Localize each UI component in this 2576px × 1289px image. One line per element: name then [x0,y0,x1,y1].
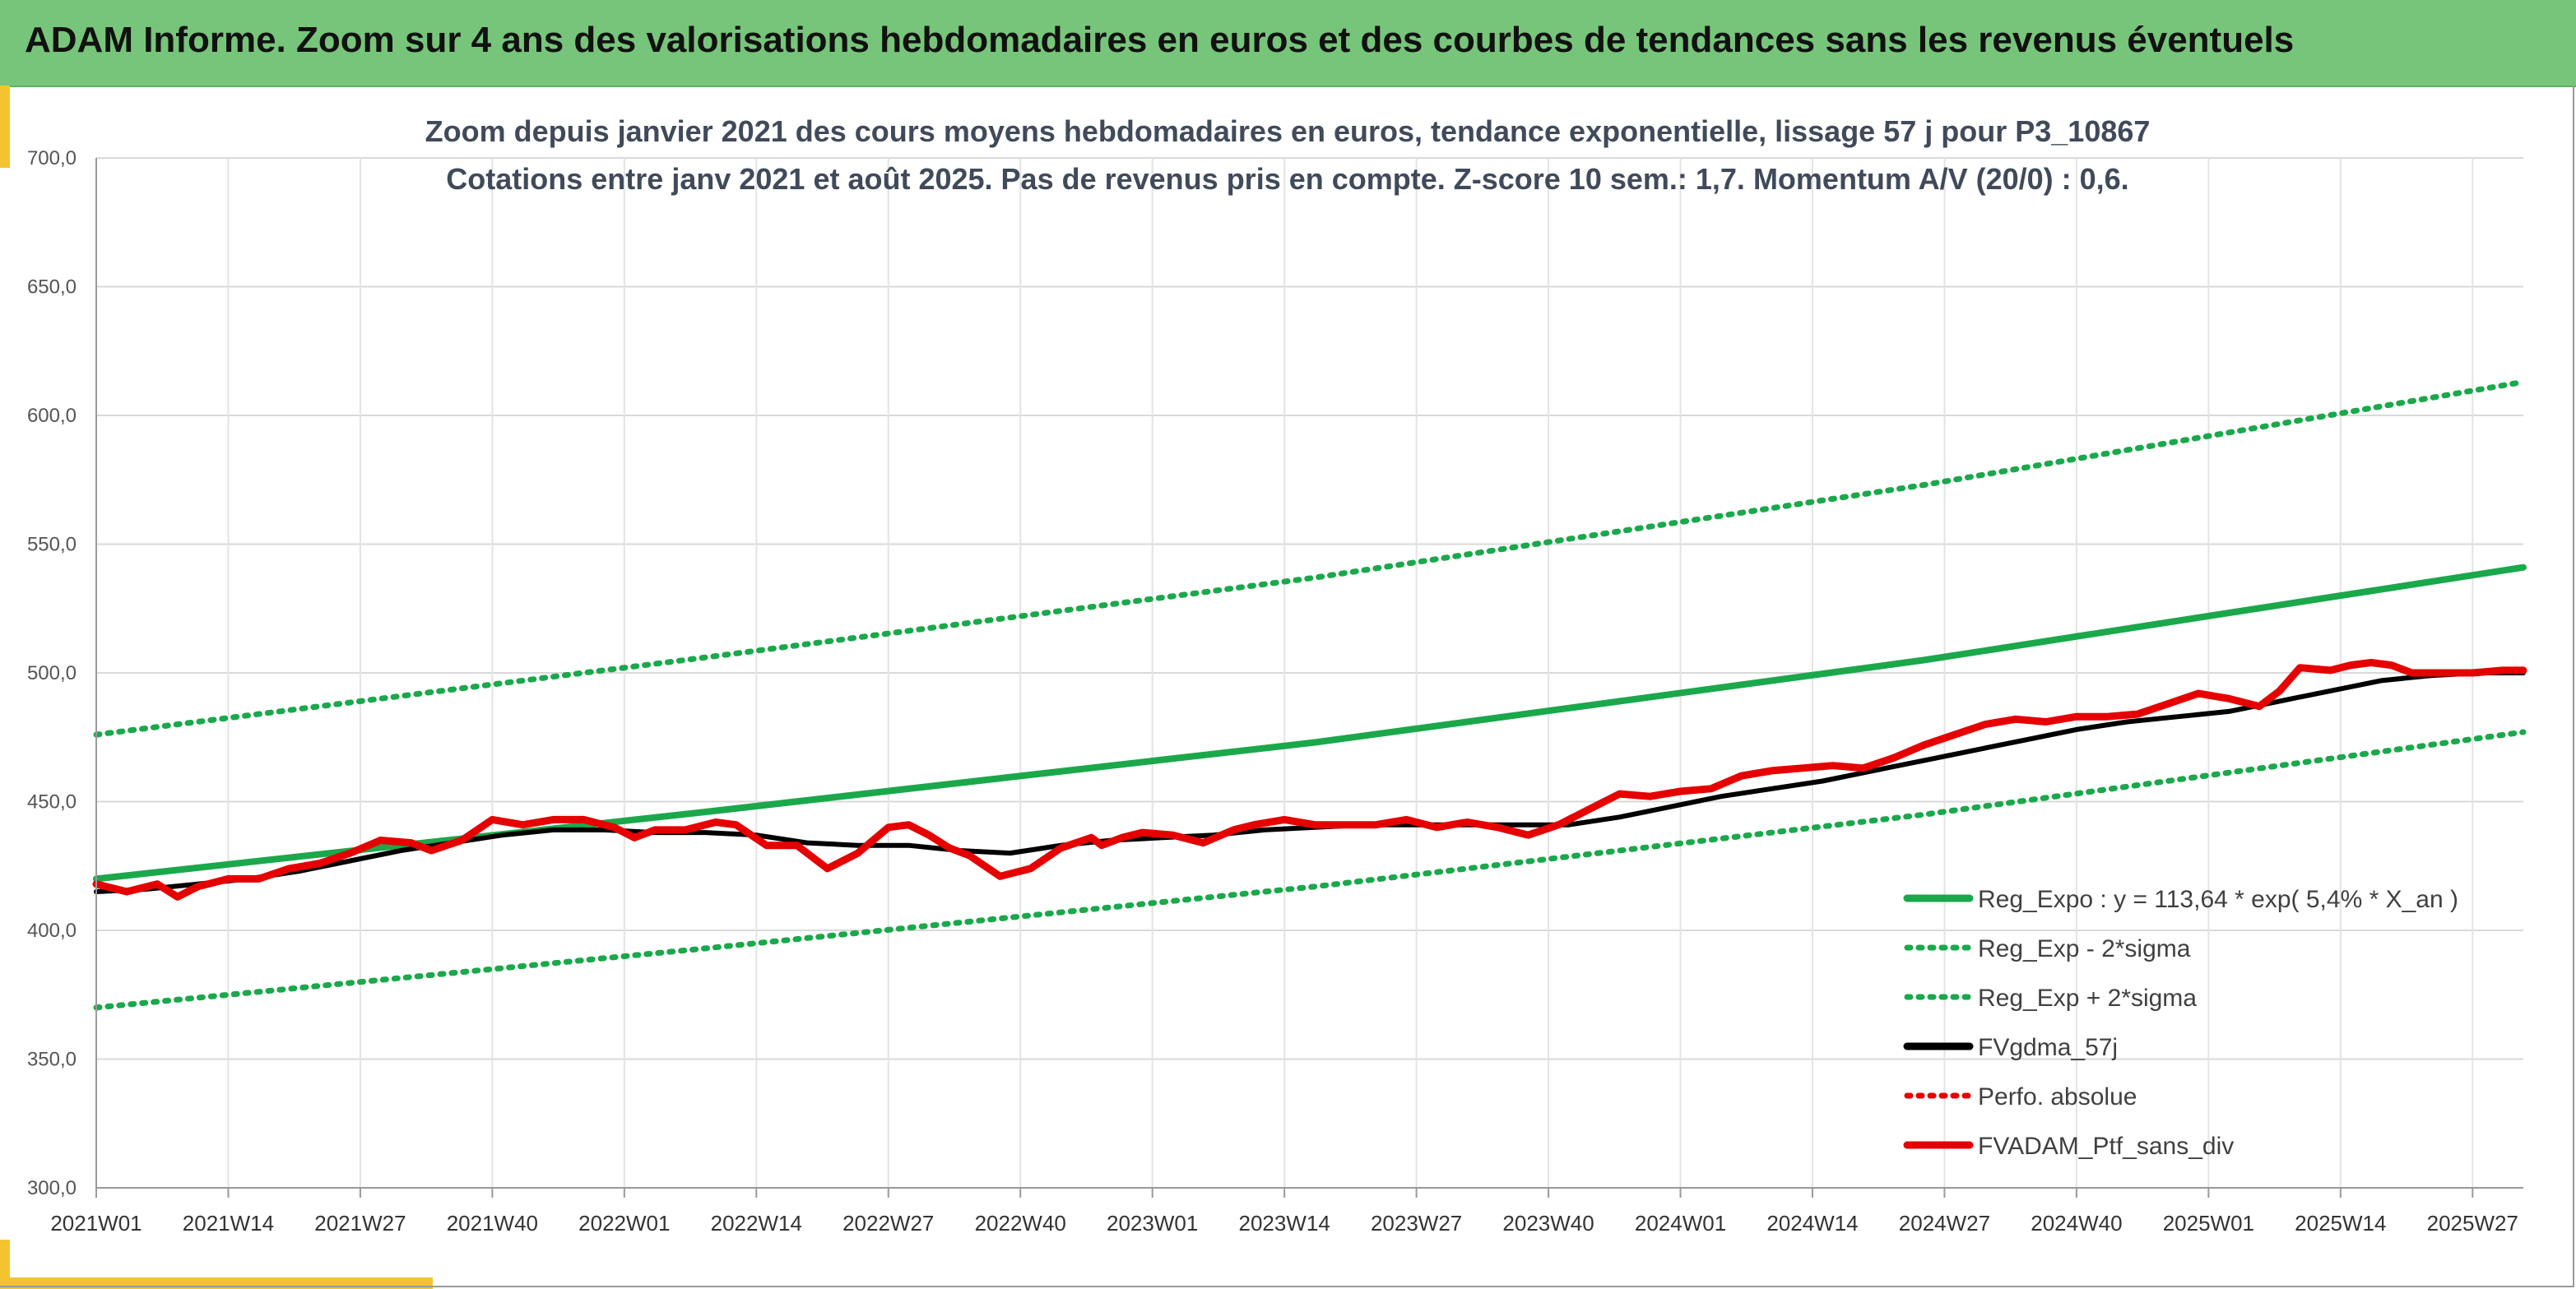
legend-label: FVgdma_57j [1978,1034,2118,1061]
legend-label: Perfo. absolue [1978,1083,2137,1110]
x-tick-label: 2021W14 [183,1211,274,1236]
accent-bar-top [0,86,10,168]
y-tick-label: 500,0 [27,662,77,684]
series-line-3 [93,378,2527,738]
legend-label: Reg_Expo : y = 113,64 * exp( 5,4% * X_an… [1978,886,2458,913]
y-tick-label: 650,0 [27,276,77,299]
x-tick-label: 2021W40 [447,1211,538,1236]
x-tick-label: 2022W14 [711,1211,802,1236]
x-tick-label: 2022W01 [578,1211,670,1236]
x-tick-label: 2024W27 [1899,1211,1990,1236]
banner-title: ADAM Informe. Zoom sur 4 ans des valoris… [25,20,2295,60]
x-tick-label: 2024W40 [2031,1211,2122,1236]
y-tick-label: 600,0 [27,405,77,427]
legend: Reg_Expo : y = 113,64 * exp( 5,4% * X_an… [1903,886,2458,1160]
x-tick-label: 2023W01 [1107,1211,1198,1236]
grid [95,157,2523,1189]
x-tick-label: 2021W01 [50,1211,142,1236]
legend-label: Reg_Exp + 2*sigma [1978,985,2197,1012]
series-line-2 [93,729,2527,1011]
series-line-6 [92,659,2527,901]
legend-label: FVADAM_Ptf_sans_div [1978,1133,2234,1160]
x-tick-label: 2022W27 [842,1211,934,1236]
line-chart: 300,0 350,0 400,0 450,0 500,0 550,0 600,0 650,0… [27,114,2527,1236]
x-tick-label: 2023W14 [1238,1211,1330,1236]
series-lines [92,378,2527,1011]
chart-subtitle: Cotations entre janv 2021 et août 2025. … [446,162,2128,196]
y-tick-label: 300,0 [27,1177,77,1199]
x-tick-label: 2022W40 [975,1211,1066,1236]
series-line-1 [93,563,2527,883]
x-tick-label: 2021W27 [314,1211,406,1236]
x-tick-label: 2024W01 [1635,1211,1726,1236]
title-banner: ADAM Informe. Zoom sur 4 ans des valoris… [0,0,2576,87]
y-tick-label: 350,0 [27,1049,77,1071]
legend-label: Reg_Exp - 2*sigma [1978,935,2191,962]
accent-bar-side [0,1240,10,1289]
y-tick-label: 450,0 [27,791,77,814]
y-tick-label: 400,0 [27,920,77,942]
x-tick-label: 2025W01 [2163,1211,2254,1236]
y-tick-label: 550,0 [27,534,77,556]
x-tick-label: 2025W27 [2427,1211,2518,1236]
x-tick-label: 2023W40 [1502,1211,1594,1236]
axes: 300,0 350,0 400,0 450,0 500,0 550,0 600,0 650,0… [27,147,2523,1236]
y-tick-label: 700,0 [27,147,77,169]
x-tick-label: 2025W14 [2295,1211,2386,1236]
chart-title: Zoom depuis janvier 2021 des cours moyen… [425,114,2151,148]
x-tick-label: 2024W14 [1766,1211,1858,1236]
x-tick-label: 2023W27 [1371,1211,1462,1236]
chart-area: 300,0 350,0 400,0 450,0 500,0 550,0 600,0 650,0… [0,86,2574,1287]
